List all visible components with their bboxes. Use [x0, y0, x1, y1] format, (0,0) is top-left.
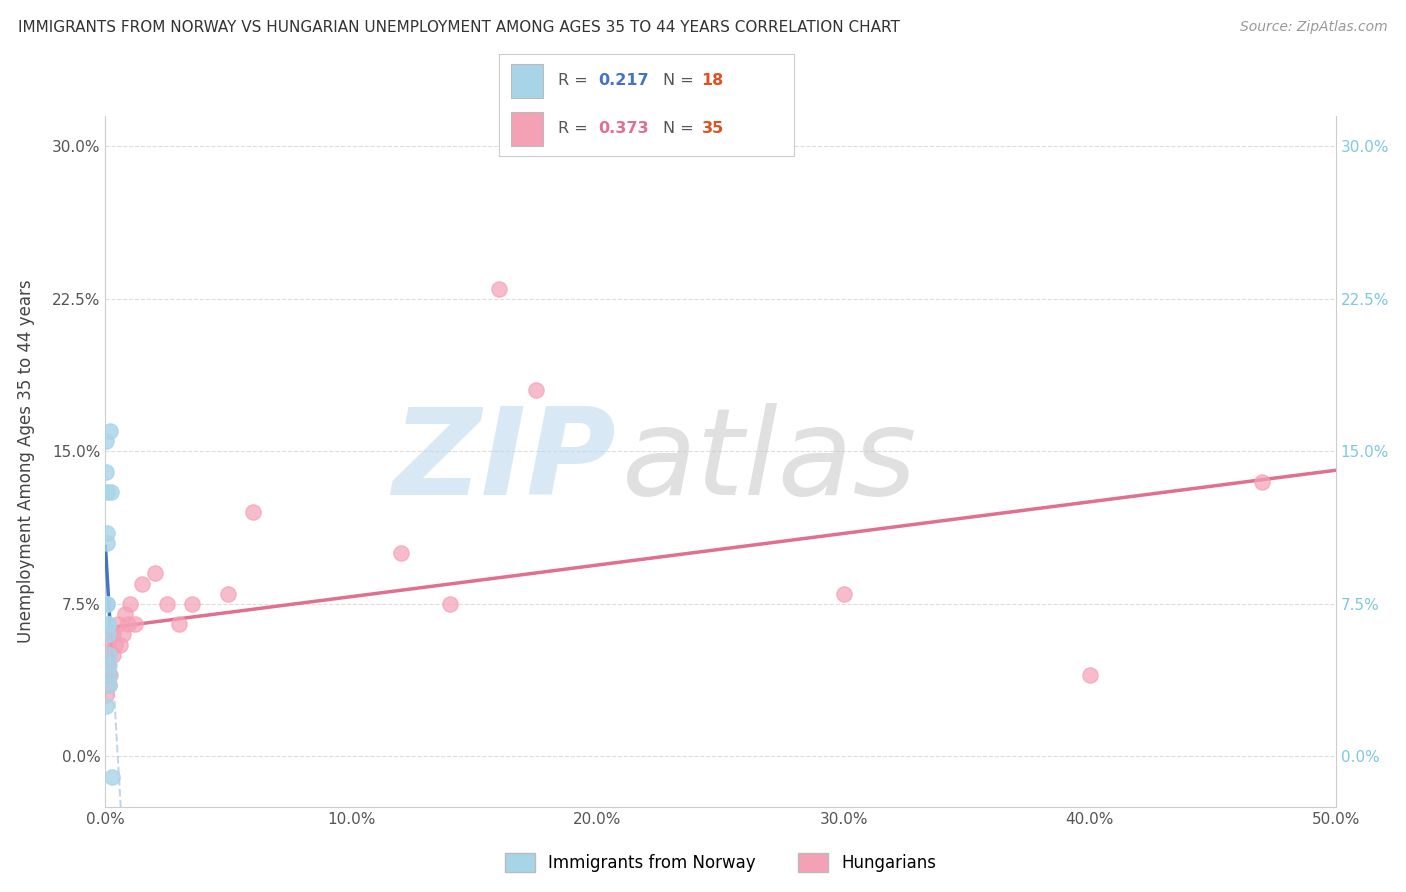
Text: R =: R =	[558, 121, 593, 136]
Text: IMMIGRANTS FROM NORWAY VS HUNGARIAN UNEMPLOYMENT AMONG AGES 35 TO 44 YEARS CORRE: IMMIGRANTS FROM NORWAY VS HUNGARIAN UNEM…	[18, 20, 900, 35]
Text: atlas: atlas	[621, 403, 918, 520]
Bar	[510, 112, 543, 145]
Y-axis label: Unemployment Among Ages 35 to 44 years: Unemployment Among Ages 35 to 44 years	[17, 280, 35, 643]
Text: ZIP: ZIP	[392, 403, 616, 520]
Text: R =: R =	[558, 73, 593, 88]
Text: 18: 18	[702, 73, 724, 88]
Text: 0.217: 0.217	[598, 73, 648, 88]
Text: Source: ZipAtlas.com: Source: ZipAtlas.com	[1240, 20, 1388, 34]
Text: N =: N =	[664, 73, 699, 88]
Text: 0.373: 0.373	[598, 121, 648, 136]
Text: N =: N =	[664, 121, 699, 136]
Text: 35: 35	[702, 121, 724, 136]
Legend: Immigrants from Norway, Hungarians: Immigrants from Norway, Hungarians	[499, 846, 942, 879]
Bar	[510, 64, 543, 97]
